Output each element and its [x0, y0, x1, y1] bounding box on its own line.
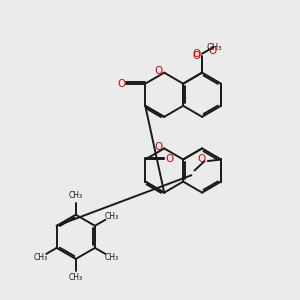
Text: O: O — [192, 51, 200, 61]
Text: O: O — [192, 49, 200, 59]
Text: O: O — [165, 154, 173, 164]
Text: O: O — [117, 79, 125, 89]
Text: CH₃: CH₃ — [206, 43, 222, 52]
Text: CH₃: CH₃ — [104, 212, 118, 221]
Text: O: O — [208, 46, 216, 56]
Text: CH₃: CH₃ — [69, 191, 83, 200]
Text: O: O — [154, 66, 163, 76]
Text: CH₃: CH₃ — [33, 253, 47, 262]
Text: O: O — [154, 142, 163, 152]
Text: O: O — [197, 154, 206, 164]
Text: CH₃: CH₃ — [69, 273, 83, 282]
Text: CH₃: CH₃ — [104, 253, 118, 262]
